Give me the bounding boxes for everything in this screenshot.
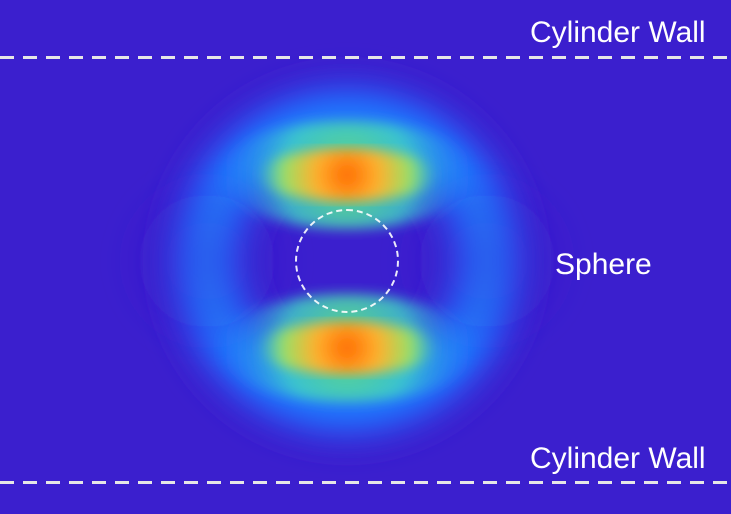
label-cylinder-wall-top: Cylinder Wall [530, 16, 706, 50]
cylinder-wall-top-line [0, 56, 731, 59]
label-cylinder-wall-bottom: Cylinder Wall [530, 442, 706, 476]
figure-canvas: Cylinder Wall Cylinder Wall Sphere [0, 0, 731, 514]
sphere-outline [295, 209, 399, 313]
cylinder-wall-bottom-line [0, 481, 731, 484]
label-sphere: Sphere [555, 248, 652, 282]
